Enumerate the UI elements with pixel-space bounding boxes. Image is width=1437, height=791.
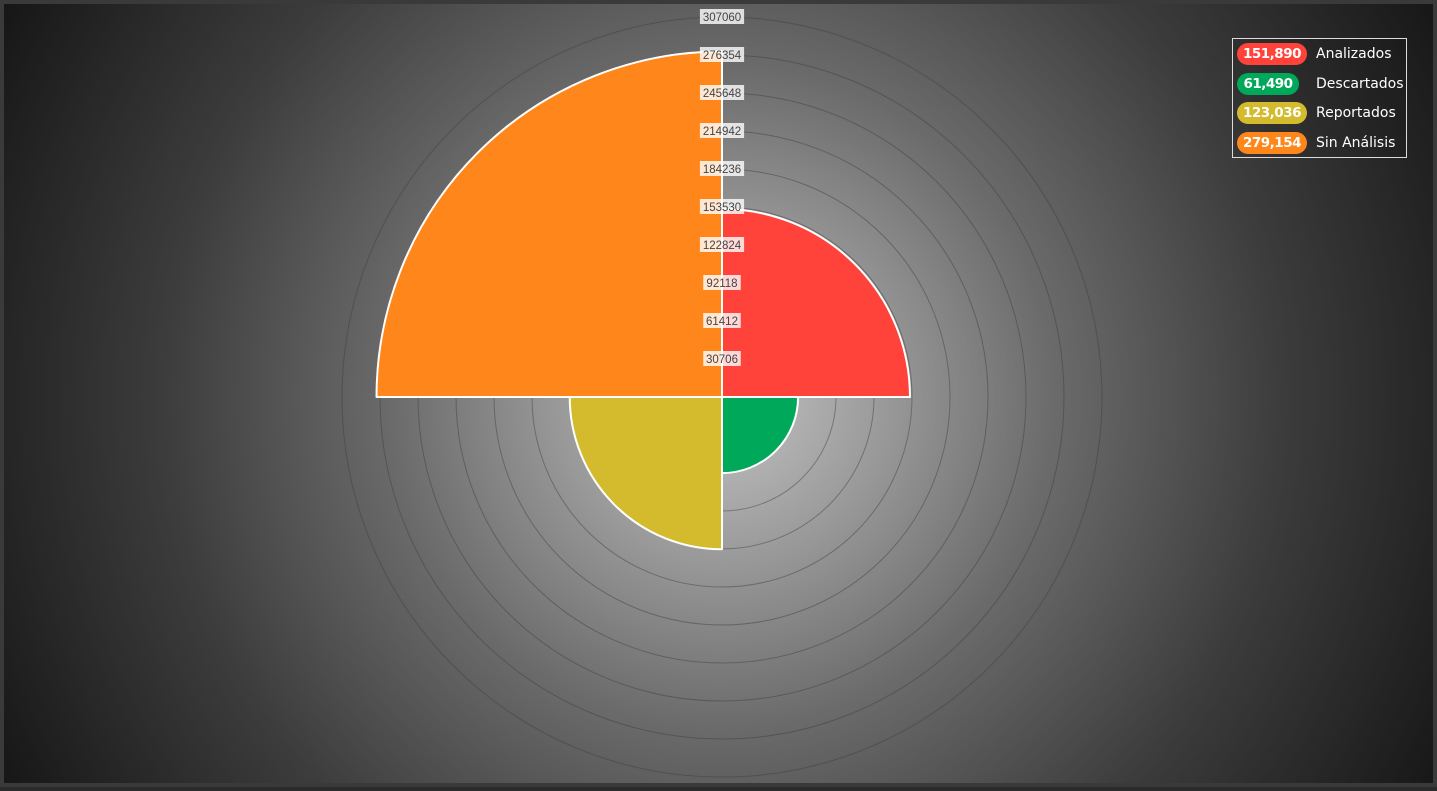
legend-label: Descartados [1316,76,1404,92]
tick-label: 122824 [703,240,742,252]
polar-area-chart: 30706 61412 92118 122824 153530 184236 214942 2… [341,9,1103,778]
legend-value-badge: 61,490 [1237,73,1299,95]
radial-tick-2: 61412 [703,313,741,328]
legend-item-reportados[interactable]: 123,036 Reportados [1237,102,1396,124]
legend-label: Reportados [1316,105,1396,121]
radial-tick-4: 122824 [699,237,745,252]
tick-label: 276354 [703,50,742,62]
tick-backdrop [699,237,745,252]
radial-tick-1: 30706 [703,351,741,366]
tick-backdrop [699,9,745,24]
chart-slices [375,50,911,551]
tick-backdrop [703,313,741,328]
radial-tick-9: 276354 [699,47,745,62]
radial-tick-3: 92118 [703,275,741,290]
legend-item-descartados[interactable]: 61,490 Descartados [1237,73,1404,95]
tick-backdrop [703,275,741,290]
slice-sin-analisis[interactable] [375,50,723,398]
slice-reportados[interactable] [568,396,723,551]
tick-label: 30706 [706,354,738,366]
legend-item-sin-analisis[interactable]: 279,154 Sin Análisis [1237,132,1395,154]
tick-backdrop [699,199,745,214]
radial-axis: 30706 61412 92118 122824 153530 184236 214942 2… [699,9,745,366]
tick-label: 61412 [706,316,738,328]
radial-tick-7: 214942 [699,123,745,138]
legend-label: Analizados [1316,46,1392,62]
tick-label: 245648 [703,88,741,100]
slice-analizados[interactable] [721,208,911,398]
tick-label: 307060 [703,12,741,24]
radial-tick-8: 245648 [699,85,745,100]
legend-label: Sin Análisis [1316,135,1396,151]
legend-item-analizados[interactable]: 151,890 Analizados [1237,43,1391,65]
tick-label: 184236 [703,164,741,176]
radial-tick-6: 184236 [699,161,745,176]
slice-descartados[interactable] [721,396,800,475]
legend-value-badge: 279,154 [1237,132,1307,154]
legend: 151,890 Analizados 61,490 Descartados 12… [1232,38,1407,158]
radial-tick-5: 153530 [699,199,745,214]
tick-label: 153530 [703,202,741,214]
tick-backdrop [703,351,741,366]
tick-label: 92118 [706,278,737,290]
radial-tick-10: 307060 [699,9,745,24]
tick-label: 214942 [703,126,741,138]
tick-backdrop [699,161,745,176]
tick-backdrop [699,47,745,62]
tick-backdrop [699,85,745,100]
legend-value-badge: 151,890 [1237,43,1307,65]
legend-value-badge: 123,036 [1237,102,1307,124]
tick-backdrop [699,123,745,138]
